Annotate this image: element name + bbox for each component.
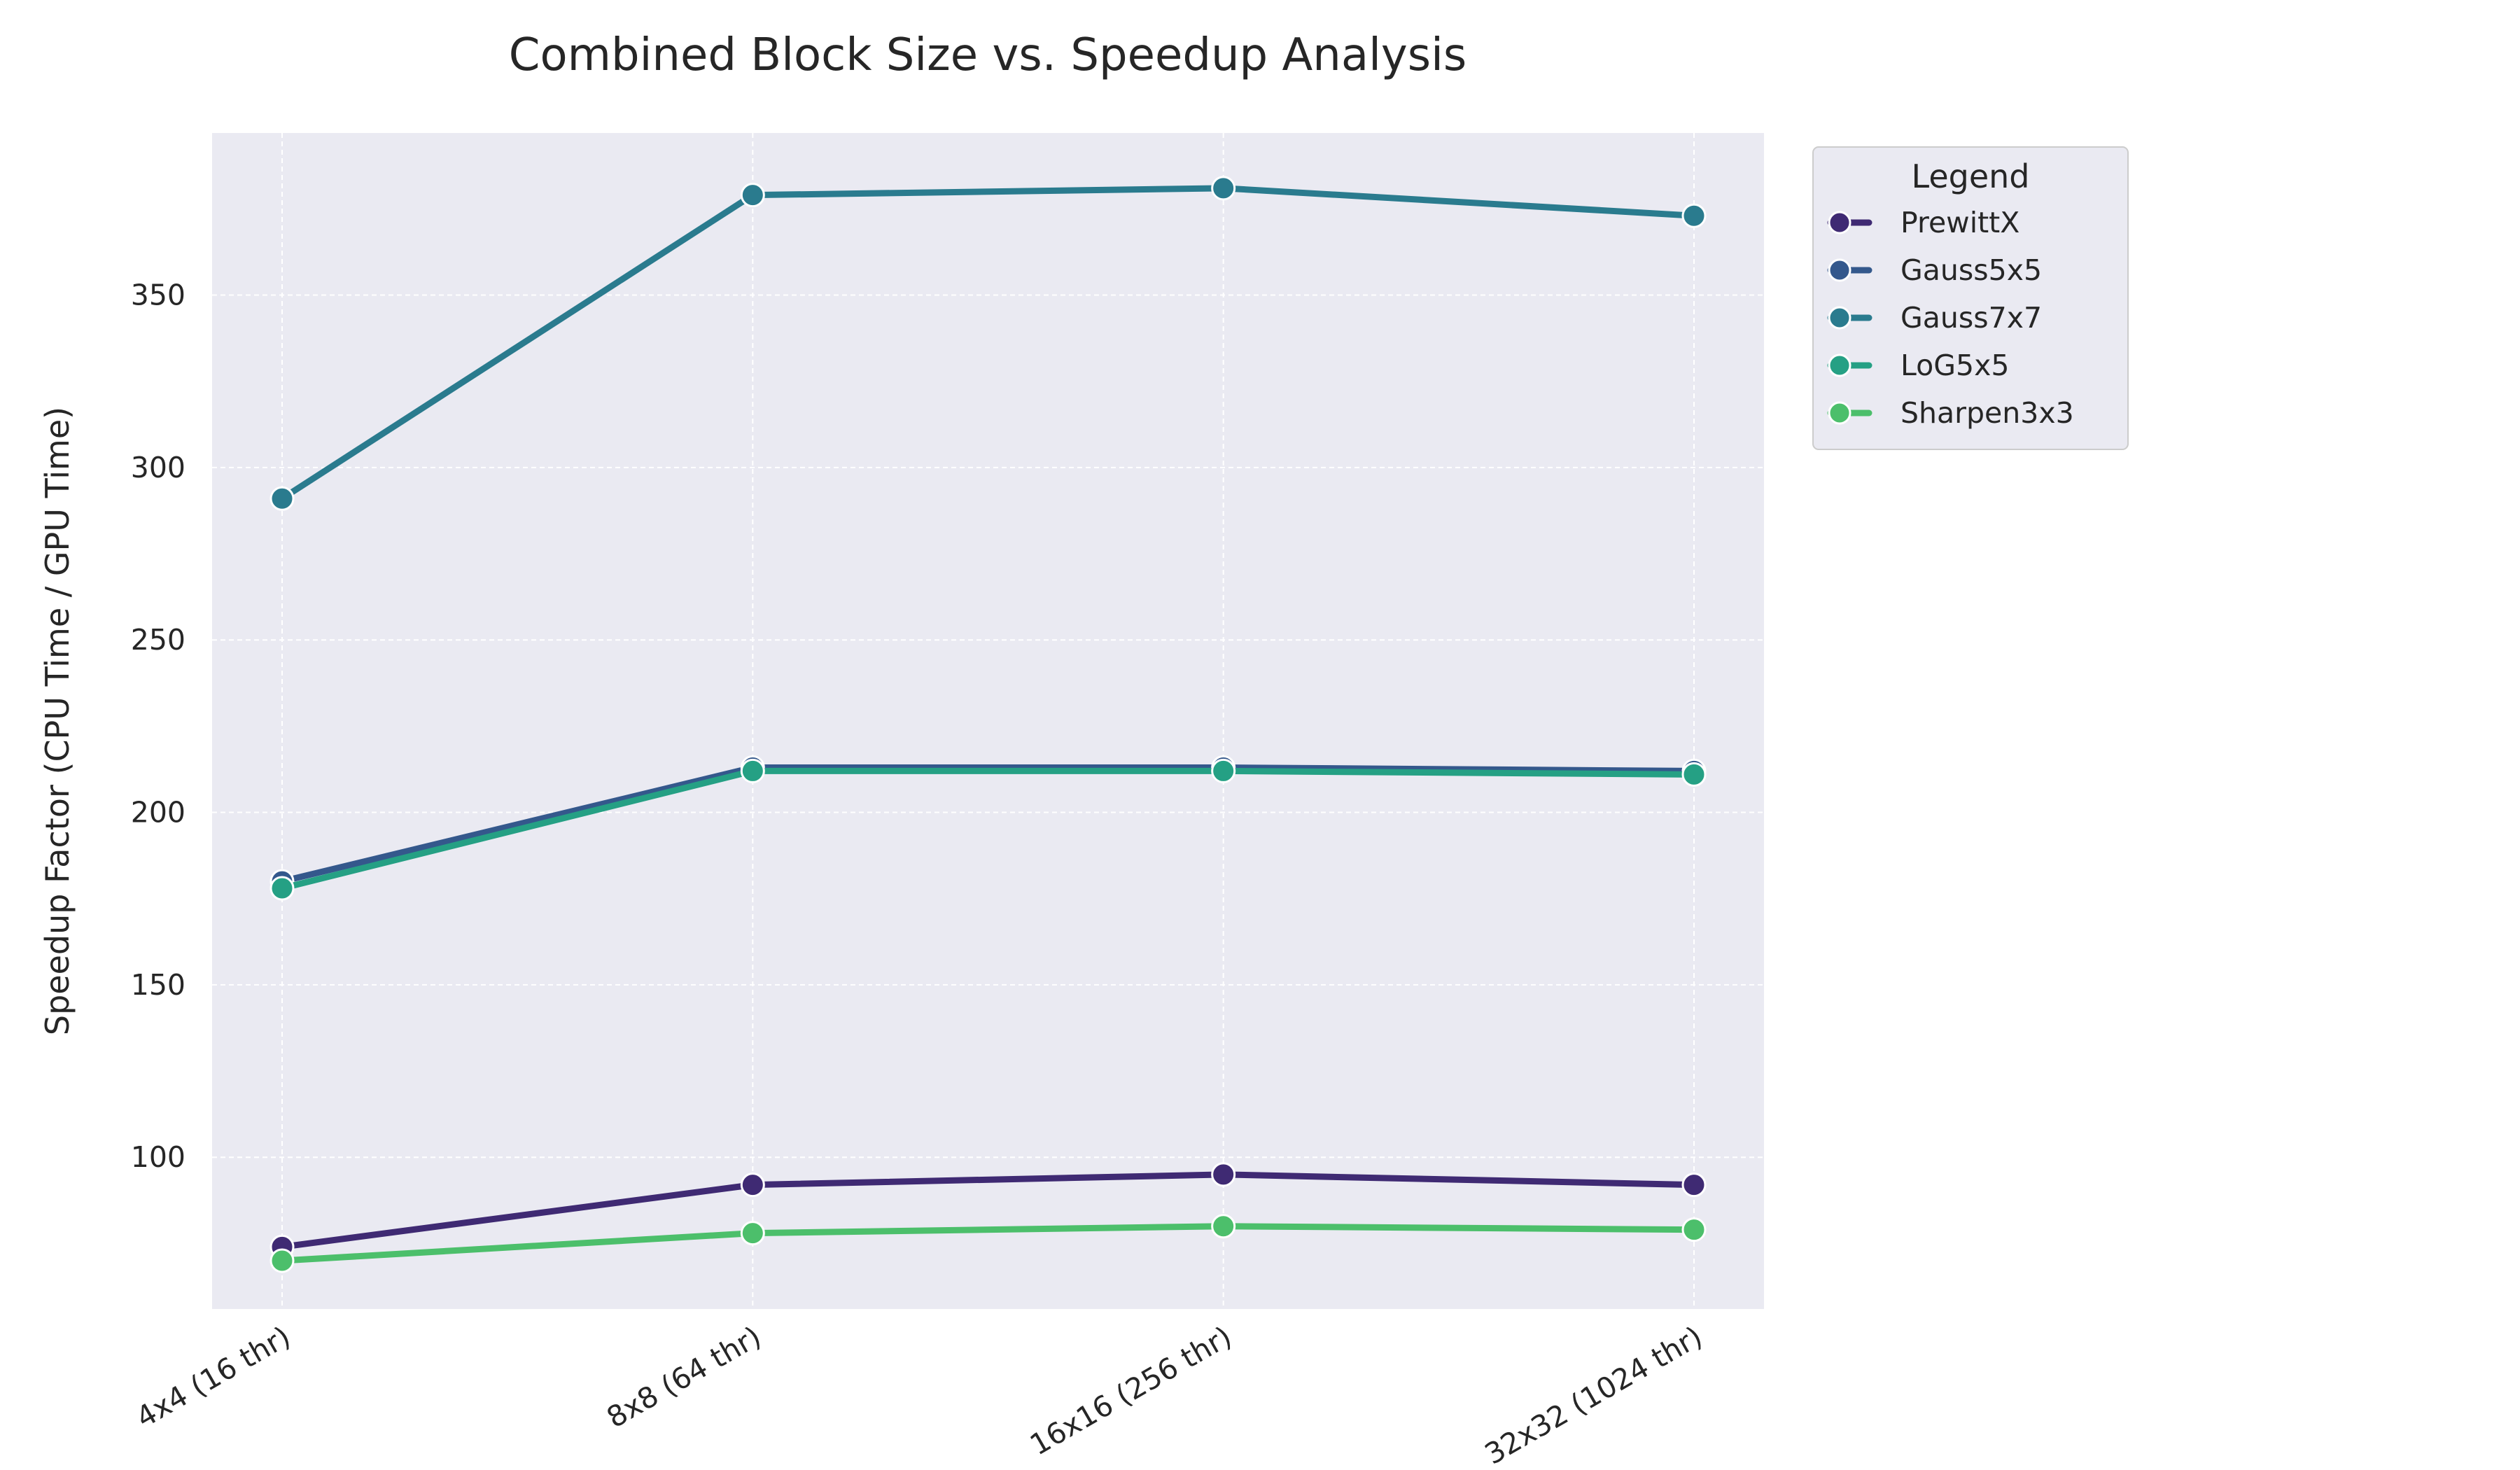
data-point [270, 876, 295, 901]
series-line [279, 1171, 1698, 1250]
data-point [740, 183, 765, 208]
data-point [740, 758, 765, 783]
x-tick-label: 8x8 (64 thr) [601, 1320, 767, 1434]
y-tick-label: 200 [131, 796, 186, 830]
data-point [1211, 1214, 1236, 1239]
y-axis-ticks: 100 150 200 250 300 350 [131, 279, 186, 1175]
legend-item-prewittx: PrewittX [1827, 206, 2019, 239]
chart-title: Combined Block Size vs. Speedup Analysis [509, 29, 1466, 81]
y-tick-label: 150 [131, 968, 186, 1002]
y-tick-label: 100 [131, 1140, 186, 1174]
data-point [740, 1221, 765, 1246]
data-point [1681, 1172, 1707, 1198]
legend-label: Sharpen3x3 [1900, 396, 2074, 430]
legend: Legend PrewittX Gauss5x5 Gauss7x7 LoG5x5 Sha… [1812, 146, 2129, 450]
series-line [279, 1223, 1698, 1264]
grid [212, 133, 1764, 1309]
legend-label: Gauss5x5 [1900, 253, 2042, 287]
legend-marker [1828, 258, 1851, 282]
legend-label: PrewittX [1900, 206, 2019, 239]
series-line [279, 767, 1698, 892]
series-layer [270, 176, 1707, 1273]
legend-frame [1812, 146, 2129, 450]
data-point [270, 486, 295, 511]
legend-marker [1828, 211, 1851, 234]
y-axis-label: Speedup Factor (CPU Time / GPU Time) [38, 407, 76, 1035]
x-tick-label: 16x16 (256 thr) [1024, 1320, 1237, 1462]
x-axis-ticks: 4x4 (16 thr) 8x8 (64 thr) 16x16 (256 thr) 3… [130, 1320, 1708, 1470]
data-point [1211, 1162, 1236, 1187]
series-gauss7x7 [270, 176, 1707, 511]
y-tick-label: 250 [131, 623, 186, 657]
y-tick-label: 300 [131, 451, 186, 484]
legend-item-gauss7x7: Gauss7x7 [1827, 301, 2042, 335]
legend-items: PrewittX Gauss5x5 Gauss7x7 LoG5x5 Sharpen3x3 [1827, 206, 2074, 430]
series-line [279, 185, 1698, 502]
legend-item-sharpen3x3: Sharpen3x3 [1827, 396, 2074, 430]
legend-title: Legend [1912, 158, 2030, 195]
legend-item-gauss5x5: Gauss5x5 [1827, 253, 2042, 287]
series-sharpen3x3 [270, 1214, 1707, 1273]
legend-item-log5x5: LoG5x5 [1827, 349, 2009, 382]
legend-marker [1828, 401, 1851, 425]
legend-label: LoG5x5 [1900, 349, 2009, 382]
data-point [1211, 758, 1236, 783]
data-point [1211, 176, 1236, 201]
data-point [1681, 203, 1707, 228]
legend-label: Gauss7x7 [1900, 301, 2042, 335]
y-tick-label: 350 [131, 279, 186, 312]
series-prewittx [270, 1162, 1707, 1259]
data-point [270, 1248, 295, 1273]
x-tick-label: 32x32 (1024 thr) [1479, 1320, 1708, 1470]
legend-marker [1828, 354, 1851, 377]
series-log5x5 [270, 758, 1707, 901]
x-tick-label: 4x4 (16 thr) [130, 1320, 296, 1434]
plot-background [212, 133, 1764, 1309]
data-point [1681, 762, 1707, 787]
legend-marker [1828, 306, 1851, 330]
data-point [740, 1172, 765, 1198]
data-point [1681, 1217, 1707, 1242]
series-line [279, 764, 1698, 885]
